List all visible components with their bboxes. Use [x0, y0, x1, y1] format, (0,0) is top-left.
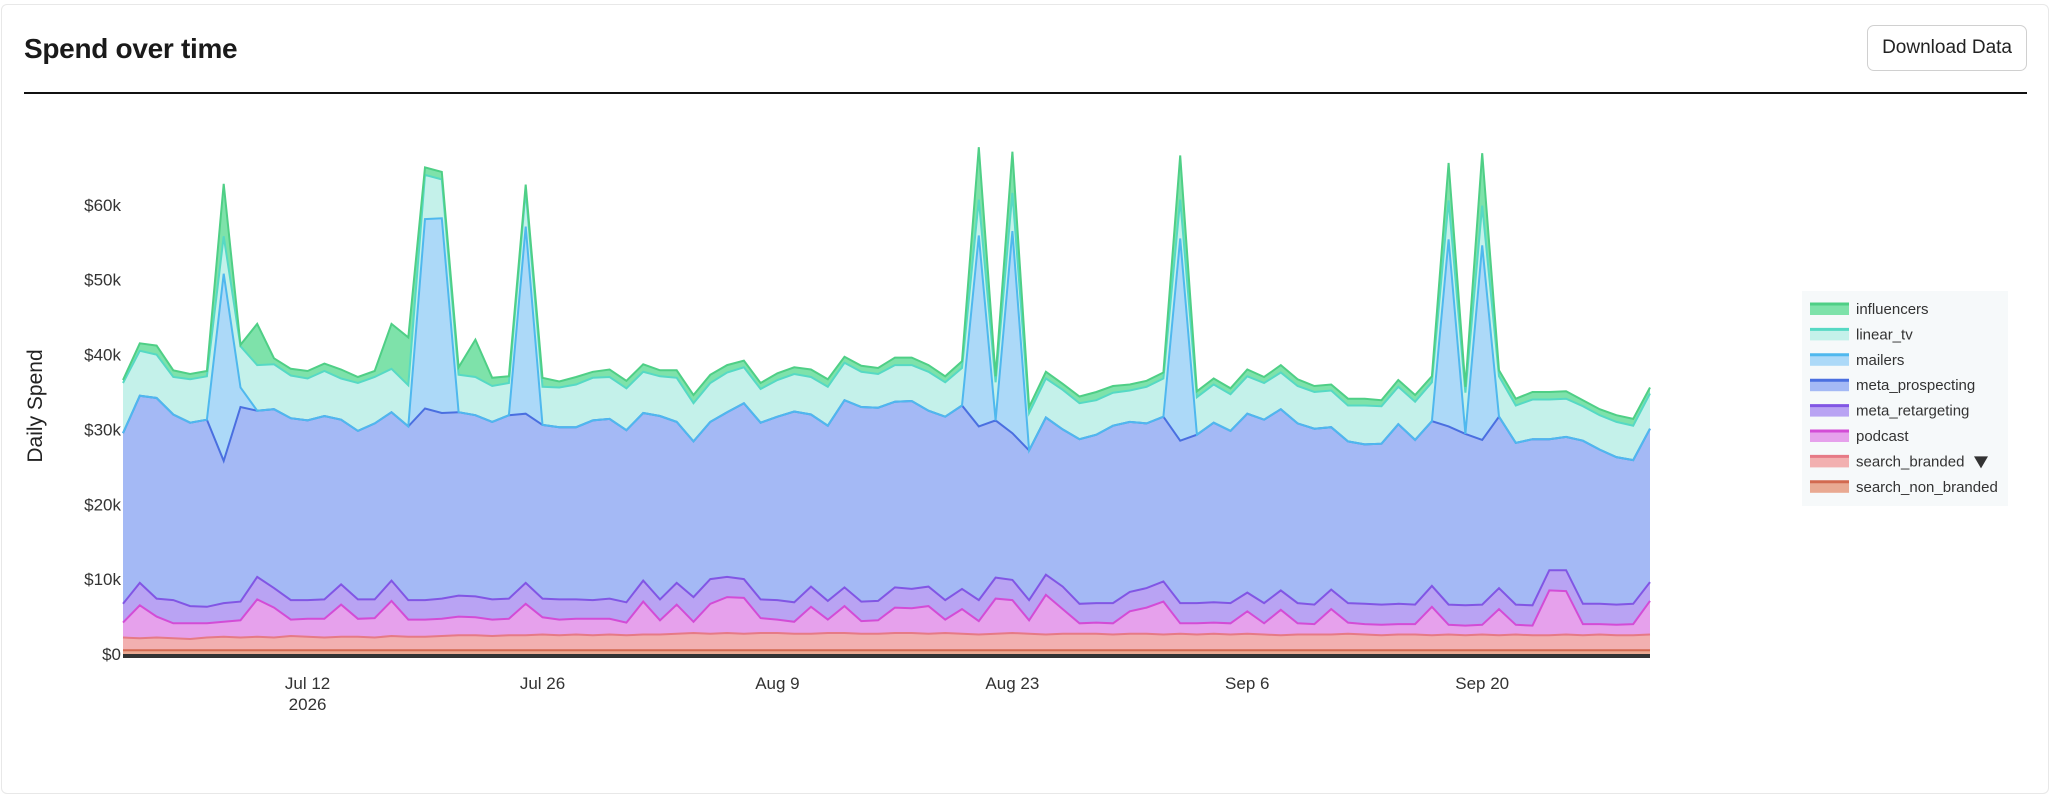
- legend-item-search-non-branded[interactable]: search_non_branded: [1810, 479, 1998, 496]
- legend-label: meta_retargeting: [1856, 403, 1969, 420]
- y-tick-label: $0: [102, 645, 121, 664]
- legend-label: influencers: [1856, 301, 1929, 318]
- page-title: Spend over time: [24, 33, 238, 64]
- legend-swatch: [1810, 379, 1849, 392]
- legend-label: search_non_branded: [1856, 479, 1998, 496]
- legend-swatch: [1810, 480, 1849, 493]
- legend-swatch: [1810, 328, 1849, 341]
- line-mailers: [122, 217, 1651, 462]
- area-meta-prospecting: [123, 395, 1650, 607]
- legend-label: podcast: [1856, 428, 1909, 445]
- area-meta-retargeting: [123, 570, 1650, 626]
- line-podcast: [122, 589, 1651, 627]
- area-linear-tv: [123, 174, 1650, 461]
- x-tick-label: Sep 20: [1455, 674, 1509, 693]
- legend-item-linear-tv[interactable]: linear_tv: [1810, 326, 1913, 343]
- line-influencers: [122, 147, 1651, 421]
- download-data-button[interactable]: Download Data: [1867, 25, 2027, 71]
- x-tick-sublabel: 2026: [289, 695, 327, 714]
- y-tick-label: $30k: [84, 420, 121, 439]
- y-axis-label: Daily Spend: [24, 349, 47, 462]
- y-tick-label: $20k: [84, 495, 121, 514]
- x-tick-label: Aug 9: [755, 674, 799, 693]
- legend-background: [1802, 291, 2008, 506]
- line-meta-retargeting: [122, 569, 1651, 608]
- x-tick-label: Jul 26: [520, 674, 565, 693]
- legend-item-search-branded[interactable]: search_branded: [1810, 453, 1988, 470]
- legend-swatch: [1810, 303, 1849, 315]
- area-search-branded: [123, 633, 1650, 651]
- legend-swatch: [1810, 430, 1849, 442]
- legend-label: meta_prospecting: [1856, 377, 1975, 394]
- legend-item-influencers[interactable]: influencers: [1810, 301, 1929, 318]
- legend-item-meta-retargeting[interactable]: meta_retargeting: [1810, 403, 1969, 420]
- legend-label: mailers: [1856, 352, 1904, 369]
- legend-item-podcast[interactable]: podcast: [1810, 428, 1909, 445]
- x-tick-label: Jul 12: [285, 674, 330, 693]
- legend-item-meta-prospecting[interactable]: meta_prospecting: [1810, 377, 1975, 394]
- y-tick-label: $60k: [84, 196, 121, 215]
- legend-swatch: [1810, 353, 1849, 366]
- sort-down-icon: [1974, 456, 1988, 469]
- y-tick-label: $10k: [84, 570, 121, 589]
- legend-label: linear_tv: [1856, 326, 1913, 343]
- card-header: Spend over time Download Data: [24, 5, 2027, 94]
- y-tick-label: $40k: [84, 346, 121, 365]
- legend-swatch: [1810, 455, 1849, 468]
- x-tick-label: Sep 6: [1225, 674, 1269, 693]
- legend-swatch: [1810, 404, 1849, 417]
- legend-label: search_branded: [1856, 453, 1964, 470]
- legend-item-mailers[interactable]: mailers: [1810, 352, 1904, 369]
- line-linear-tv: [122, 173, 1651, 427]
- line-search-branded: [122, 631, 1651, 641]
- x-tick-label: Aug 23: [985, 674, 1039, 693]
- y-tick-label: $50k: [84, 271, 121, 290]
- area-mailers: [123, 218, 1650, 461]
